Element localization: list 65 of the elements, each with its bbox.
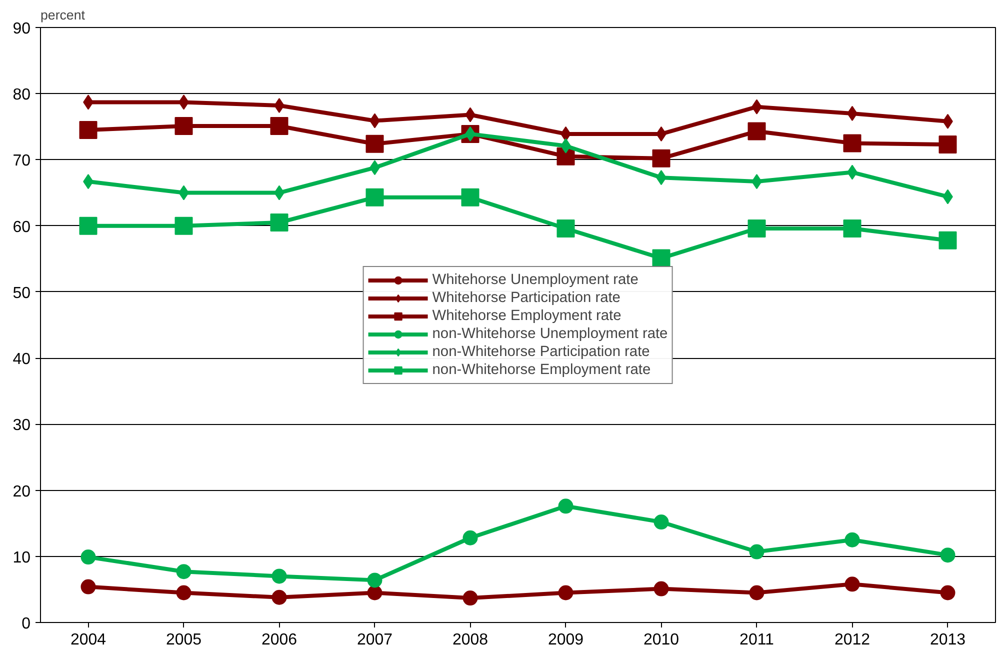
y-tick-label: 50 <box>12 284 31 302</box>
point <box>843 134 862 152</box>
y-tick-label: 60 <box>12 218 31 236</box>
point <box>749 585 764 600</box>
point <box>844 532 860 548</box>
point <box>270 117 288 136</box>
point <box>844 576 860 592</box>
legend-label: Whitehorse Unemployment rate <box>432 270 638 288</box>
point <box>272 590 287 605</box>
point <box>174 117 193 136</box>
point <box>558 498 574 514</box>
legend-label: non-Whitehorse Unemployment rate <box>432 324 668 342</box>
x-tick-label: 2005 <box>166 632 202 647</box>
point <box>652 149 670 168</box>
x-tick-label: 2012 <box>834 632 870 647</box>
legend-label: Whitehorse Employment rate <box>432 306 622 324</box>
point <box>938 136 957 154</box>
point <box>938 231 957 250</box>
x-tick-label: 2009 <box>548 632 584 647</box>
point <box>366 134 384 153</box>
x-tick-label: 2008 <box>452 632 488 647</box>
legend-label: Whitehorse Participation rate <box>432 288 620 306</box>
point <box>367 585 382 600</box>
x-tick-label: 2006 <box>261 632 298 647</box>
legend-label: non-Whitehorse Participation rate <box>432 342 650 360</box>
x-tick-label: 2007 <box>356 632 393 647</box>
y-tick-label: 70 <box>12 152 31 170</box>
y-axis-title: percent <box>40 8 86 22</box>
point <box>176 564 192 580</box>
point <box>176 585 192 600</box>
point <box>80 579 96 594</box>
y-tick-label: 80 <box>12 86 31 104</box>
point <box>654 581 669 596</box>
point <box>940 585 956 600</box>
point <box>79 120 98 139</box>
point <box>748 122 766 140</box>
point <box>462 530 478 546</box>
y-tick-label: 10 <box>12 549 31 566</box>
x-tick-label: 2011 <box>740 632 774 647</box>
y-tick-label: 90 <box>12 20 31 38</box>
point <box>174 216 193 235</box>
point <box>270 214 288 232</box>
point <box>462 590 478 606</box>
y-tick-label: 30 <box>12 417 31 434</box>
legend-label: non-Whitehorse Employment rate <box>432 360 651 378</box>
point <box>940 548 956 563</box>
y-tick-label: 20 <box>12 483 31 500</box>
y-tick-label: 40 <box>12 351 31 368</box>
y-tick-label: 0 <box>22 616 31 632</box>
point <box>366 188 384 206</box>
x-tick-label: 2010 <box>643 632 680 647</box>
point <box>367 572 382 588</box>
point <box>558 585 574 600</box>
point <box>652 249 670 268</box>
point <box>556 219 575 238</box>
point <box>80 550 96 565</box>
point <box>748 219 766 238</box>
point <box>461 188 480 206</box>
point <box>843 219 862 238</box>
point <box>654 514 669 530</box>
x-tick-label: 2004 <box>70 632 106 647</box>
point <box>79 216 98 235</box>
point <box>749 544 764 560</box>
x-tick-label: 2013 <box>930 632 966 647</box>
point <box>272 568 287 584</box>
